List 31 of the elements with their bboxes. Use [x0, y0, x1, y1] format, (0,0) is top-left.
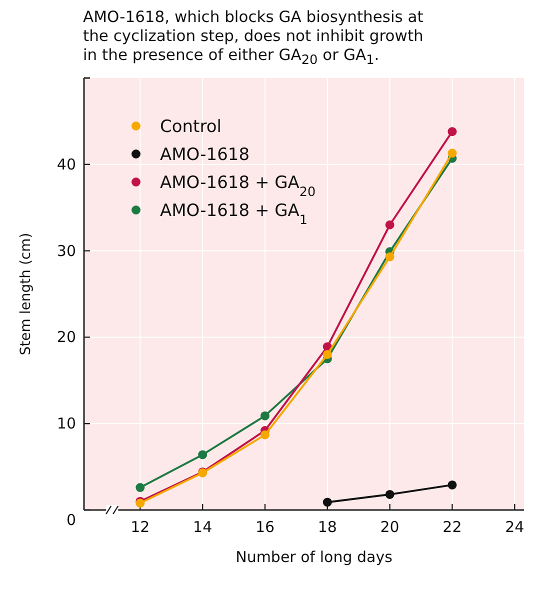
- x-tick-label: 18: [318, 518, 337, 536]
- point: [385, 220, 394, 230]
- x-tick-label: 20: [380, 518, 400, 536]
- y-tick-label: 0: [66, 511, 76, 530]
- legend-label: AMO-1618: [160, 145, 250, 166]
- y-axis-title: Stem length (cm): [18, 232, 34, 356]
- point: [260, 411, 270, 420]
- x-tick-label: 22: [442, 518, 462, 536]
- point: [385, 490, 394, 500]
- legend-label: Control: [160, 117, 222, 138]
- y-tick-label: 40: [56, 155, 76, 174]
- point: [448, 148, 457, 158]
- point: [448, 127, 457, 136]
- x-tick-label: 16: [255, 518, 275, 536]
- legend-label: AMO-1618 + GA$_{20}$: [160, 173, 316, 200]
- x-axis-title: Number of long days: [236, 548, 393, 566]
- y-tick-label: 30: [56, 242, 76, 260]
- legend-label: AMO-1618 + GA$_{1}$: [160, 201, 308, 228]
- y-tick-label: 10: [56, 414, 76, 433]
- x-tick-label: 14: [193, 518, 212, 536]
- point: [322, 498, 332, 507]
- point: [136, 483, 145, 492]
- chart-title: AMO-1618, which blocks GA biosynthesis at the cyclization step, does not inhibit growth in the presence of either GA$_{20}$ or GA$_{1}$.: [83, 8, 424, 70]
- x-tick-label: 12: [130, 518, 150, 536]
- point: [198, 450, 208, 460]
- point: [260, 430, 270, 440]
- x-tick-label: 24: [505, 518, 524, 536]
- point: [385, 252, 394, 262]
- y-tick-label: 20: [56, 328, 76, 346]
- point: [448, 480, 457, 490]
- point: [322, 350, 332, 360]
